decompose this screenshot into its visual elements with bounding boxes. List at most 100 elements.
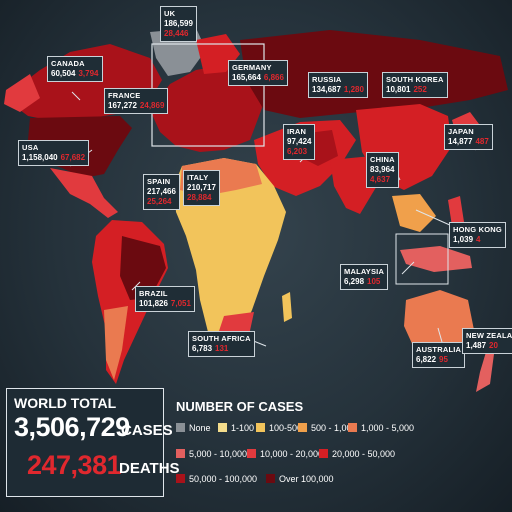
legend-label: 20,000 - 50,000 xyxy=(332,449,396,459)
callout-name: UK xyxy=(164,9,176,18)
callout-cases: 101,826 xyxy=(139,299,168,308)
callout-hong-kong: HONG KONG 1,039 4 xyxy=(449,222,506,248)
callout-deaths: 95 xyxy=(439,355,448,364)
southeast-asia-shape xyxy=(392,194,436,232)
legend-item: 100-500 xyxy=(256,422,302,434)
legend-swatch xyxy=(218,423,227,433)
callout-cases: 165,664 xyxy=(232,73,261,82)
callout-name: RUSSIA xyxy=(312,75,342,84)
callout-name: USA xyxy=(22,143,39,152)
callout-deaths: 4,637 xyxy=(370,175,391,184)
indonesia-shape xyxy=(400,246,472,272)
callout-cases: 14,877 xyxy=(448,137,473,146)
legend-item: 1,000 - 5,000 xyxy=(348,422,414,434)
callout-russia: RUSSIA 134,687 1,280 xyxy=(308,72,368,98)
mexico-shape xyxy=(50,168,118,218)
legend-label: 10,000 - 20,000 xyxy=(260,449,324,459)
callout-cases: 60,504 xyxy=(51,69,76,78)
callout-name: SPAIN xyxy=(147,177,171,186)
legend-swatch xyxy=(176,474,185,484)
legend-swatch xyxy=(298,423,307,433)
callout-name: IRAN xyxy=(287,127,307,136)
brazil-shape xyxy=(120,236,166,300)
world-total-cases: 3,506,729 xyxy=(14,412,130,442)
legend-label: 50,000 - 100,000 xyxy=(189,474,258,484)
callout-south-korea: SOUTH KOREA 10,801 252 xyxy=(382,72,448,98)
alaska-shape xyxy=(4,74,40,112)
australia-leader-line xyxy=(437,327,443,343)
callout-malaysia: MALAYSIA 6,298 105 xyxy=(340,264,389,290)
world-total-cases-label: CASES xyxy=(121,422,173,439)
legend-item: 50,000 - 100,000 xyxy=(176,473,257,485)
callout-name: AUSTRALIA xyxy=(416,345,462,354)
callout-cases: 1,039 xyxy=(453,235,474,244)
madagascar-shape xyxy=(282,292,292,322)
legend-label: 1,000 - 5,000 xyxy=(361,423,415,433)
callout-cases: 167,272 xyxy=(108,101,137,110)
callout-canada: CANADA 60,504 3,794 xyxy=(47,56,103,82)
legend-swatch xyxy=(319,449,328,459)
argentina-shape xyxy=(104,306,128,380)
africa-shape xyxy=(174,158,286,356)
callout-brazil: BRAZIL 101,826 7,051 xyxy=(135,286,195,312)
legend-item: None xyxy=(176,422,211,434)
legend-label: 5,000 - 10,000 xyxy=(189,449,248,459)
callout-france: FRANCE 167,272 24,869 xyxy=(104,88,169,114)
world-total-box: WORLD TOTAL 3,506,729 CASES 247,381 DEAT… xyxy=(6,388,180,497)
callout-deaths: 20 xyxy=(489,341,498,350)
callout-cases: 186,599 xyxy=(164,19,193,28)
malaysia-highlight-box xyxy=(395,233,449,285)
callout-name: JAPAN xyxy=(448,127,474,136)
callout-name: ITALY xyxy=(187,173,209,182)
world-total-deaths: 247,381 xyxy=(27,450,122,480)
legend-item: 20,000 - 50,000 xyxy=(319,448,395,460)
legend-label: 100-500 xyxy=(269,423,303,433)
legend-label: Over 100,000 xyxy=(279,474,334,484)
callout-usa: USA 1,158,040 67,682 xyxy=(18,140,90,166)
callout-name: CHINA xyxy=(370,155,395,164)
legend-title: NUMBER OF CASES xyxy=(176,399,304,414)
callout-cases: 217,466 xyxy=(147,187,176,196)
callout-spain: SPAIN 217,466 25,264 xyxy=(143,174,180,210)
callout-name: GERMANY xyxy=(232,63,272,72)
legend-item: 5,000 - 10,000 xyxy=(176,448,247,460)
callout-name: SOUTH AFRICA xyxy=(192,334,251,343)
legend-swatch xyxy=(266,474,275,484)
callout-deaths: 105 xyxy=(367,277,381,286)
callout-name: SOUTH KOREA xyxy=(386,75,444,84)
callout-cases: 10,801 xyxy=(386,85,411,94)
legend-swatch xyxy=(176,423,185,433)
callout-deaths: 6,866 xyxy=(263,73,284,82)
callout-cases: 134,687 xyxy=(312,85,341,94)
new-zealand-shape xyxy=(476,352,494,392)
callout-cases: 6,783 xyxy=(192,344,213,353)
callout-deaths: 487 xyxy=(475,137,489,146)
callout-deaths: 25,264 xyxy=(147,197,172,206)
callout-deaths: 252 xyxy=(413,85,427,94)
legend-item: 10,000 - 20,000 xyxy=(247,448,323,460)
callout-name: BRAZIL xyxy=(139,289,168,298)
legend-swatch xyxy=(247,449,256,459)
world-total-title: WORLD TOTAL xyxy=(14,395,117,411)
callout-cases: 83,964 xyxy=(370,165,395,174)
callout-japan: JAPAN 14,877 487 xyxy=(444,124,493,150)
canada-leader-line xyxy=(71,91,81,101)
callout-germany: GERMANY 165,664 6,866 xyxy=(228,60,288,86)
callout-name: MALAYSIA xyxy=(344,267,385,276)
callout-cases: 210,717 xyxy=(187,183,216,192)
callout-name: CANADA xyxy=(51,59,85,68)
legend-label: 1-100 xyxy=(231,423,255,433)
callout-iran: IRAN 97,424 6,203 xyxy=(283,124,316,160)
legend-swatch xyxy=(256,423,265,433)
callout-deaths: 6,203 xyxy=(287,147,308,156)
callout-deaths: 24,869 xyxy=(139,101,165,110)
legend-label: None xyxy=(189,423,211,433)
callout-south-africa: SOUTH AFRICA 6,783 131 xyxy=(188,331,255,357)
legend-swatch xyxy=(176,449,185,459)
callout-deaths: 28,884 xyxy=(187,193,212,202)
callout-australia: AUSTRALIA 6,822 95 xyxy=(412,342,466,368)
callout-name: HONG KONG xyxy=(453,225,502,234)
callout-cases: 97,424 xyxy=(287,137,312,146)
callout-deaths: 28,446 xyxy=(164,29,189,38)
